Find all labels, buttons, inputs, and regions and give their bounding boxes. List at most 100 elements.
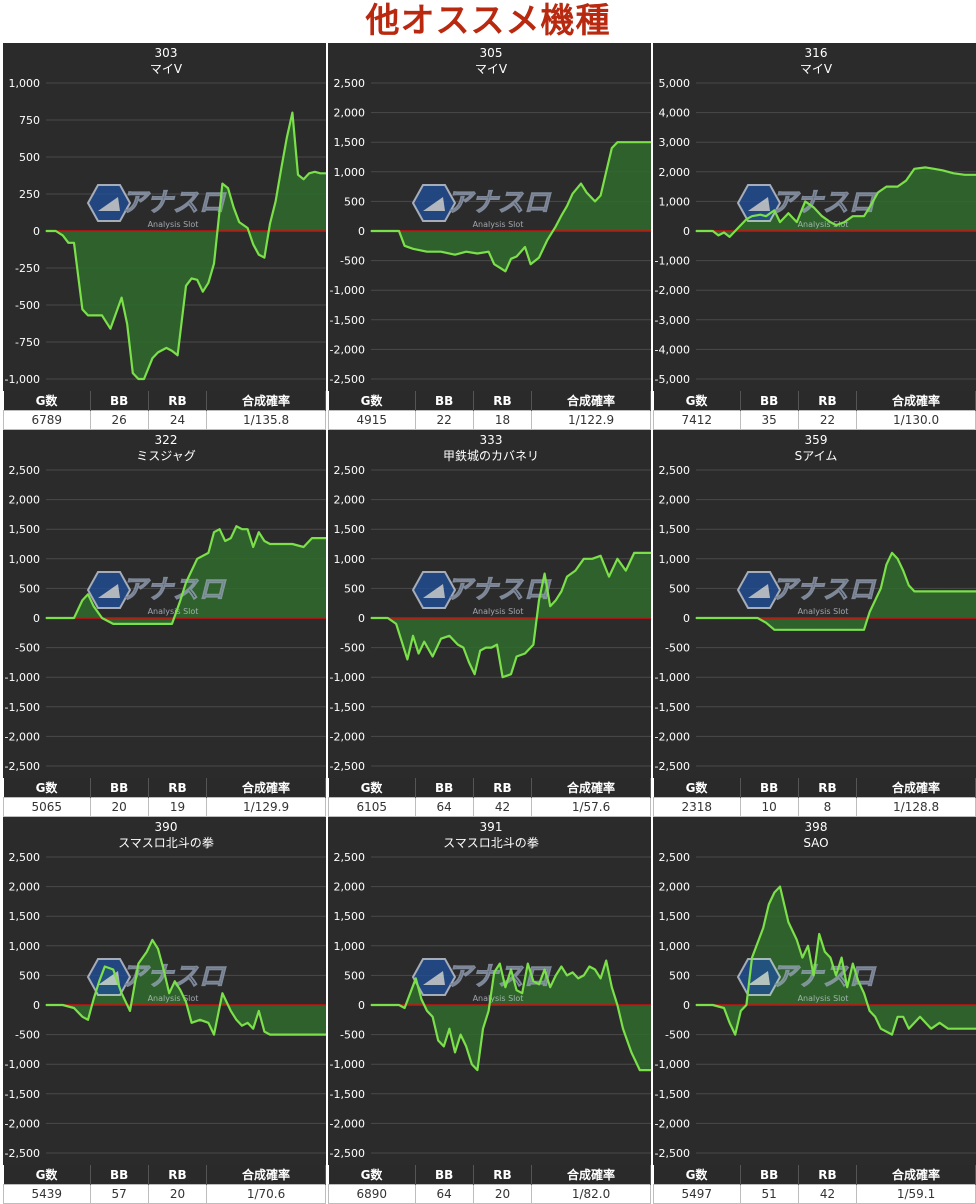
y-tick-label: 2,000 (9, 881, 41, 894)
data-point (151, 357, 153, 359)
stats-header-cell: G数 (653, 778, 741, 798)
stats-header-cell: RB (798, 1165, 858, 1185)
data-point (521, 992, 523, 994)
data-point (81, 1016, 83, 1018)
stats-bb-cell: 64 (414, 1184, 474, 1204)
y-tick-label: 1,500 (334, 910, 366, 923)
stats-bb-cell: 57 (89, 1184, 149, 1204)
data-point (843, 221, 845, 223)
data-point (908, 584, 910, 586)
machine-number: 322 (155, 433, 178, 447)
data-point (93, 314, 95, 316)
data-point (415, 977, 417, 979)
data-point (939, 1022, 941, 1024)
data-point (712, 1004, 714, 1006)
y-tick-label: -500 (340, 1029, 365, 1042)
data-point (955, 1028, 957, 1030)
y-tick-label: -2,000 (655, 1117, 690, 1130)
stats-bb-cell: 26 (89, 410, 149, 430)
stats-prob-cell: 1/128.8 (856, 797, 976, 817)
data-point (387, 1004, 389, 1006)
data-point (418, 652, 420, 655)
stats-games-cell: 7412 (653, 410, 741, 430)
data-point (426, 1010, 428, 1012)
data-point (370, 230, 372, 232)
data-point (600, 194, 602, 197)
stats-header-cell: BB (740, 1165, 799, 1185)
data-point (137, 963, 139, 965)
data-point (263, 257, 265, 259)
data-point (594, 200, 596, 202)
y-tick-label: 2,500 (334, 464, 366, 477)
data-point (885, 564, 887, 566)
y-tick-label: -2,500 (330, 760, 365, 773)
stats-prob-cell: 1/59.1 (856, 1184, 976, 1204)
data-point (241, 1025, 243, 1027)
y-tick-label: -1,000 (655, 255, 690, 268)
data-point (151, 939, 153, 941)
stats-bb-cell: 51 (739, 1184, 799, 1204)
data-point (560, 590, 562, 592)
stats-header-cell: G数 (3, 778, 91, 798)
logo-stripe (748, 197, 770, 211)
series-line (371, 959, 651, 1072)
data-point (499, 963, 501, 965)
data-point (238, 221, 240, 223)
data-point (207, 282, 209, 284)
stats-header-cell: BB (415, 391, 474, 411)
data-point (591, 558, 593, 560)
data-point (630, 1051, 632, 1053)
stats-table: G数 BB RB 合成確率 2318 10 8 1/128.8 (653, 778, 976, 817)
data-point (465, 251, 467, 253)
stats-table: G数 BB RB 合成確率 5439 57 20 1/70.6 (3, 1165, 326, 1204)
chart-svg: 303 マイV 1,000 750 500 250 0 -250 -500 -750 -1,000 ア… (3, 43, 326, 391)
stats-games-cell: 5439 (3, 1184, 91, 1204)
chart-svg: 359 Sアイム 2,500 2,000 1,500 1,000 500 0 -500 -1,00… (653, 430, 976, 778)
watermark-brand: アナスロ (446, 962, 551, 992)
data-point (947, 590, 949, 592)
data-point (933, 168, 935, 170)
y-tick-label: 500 (344, 195, 365, 208)
stats-value-row: 5497 51 42 1/59.1 (653, 1184, 976, 1204)
machine-number: 316 (805, 46, 828, 60)
stats-rb-cell: 20 (147, 1184, 208, 1204)
data-point (488, 251, 490, 253)
data-point (404, 245, 406, 247)
data-point (263, 540, 265, 542)
data-point (549, 986, 551, 988)
y-tick-label: 0 (683, 999, 690, 1012)
y-tick-label: -750 (15, 336, 40, 349)
data-point (913, 168, 915, 170)
data-point (530, 263, 532, 265)
stats-prob-cell: 1/135.8 (206, 410, 326, 430)
data-point (821, 215, 823, 217)
data-point (566, 205, 568, 207)
y-tick-label: 2,000 (334, 881, 366, 894)
data-point (504, 986, 506, 988)
y-tick-label: 2,500 (659, 464, 691, 477)
data-point (740, 1010, 742, 1012)
data-point (474, 673, 476, 675)
watermark-tagline: Analysis Slot (148, 220, 199, 229)
data-point (751, 215, 753, 217)
y-tick-label: -500 (665, 1029, 690, 1042)
machine-number: 333 (480, 433, 503, 447)
analysis-slot-logo-icon (411, 571, 457, 609)
data-point (874, 599, 876, 601)
chart-svg: 305 マイV 2,500 2,000 1,500 1,000 500 0 -500 -1,000… (328, 43, 651, 391)
watermark-brand: アナスロ (121, 188, 226, 218)
watermark-tagline: Analysis Slot (798, 607, 849, 616)
data-point (880, 1028, 882, 1030)
data-point (902, 1016, 904, 1018)
stats-bb-cell: 20 (89, 797, 149, 817)
data-point (286, 137, 288, 139)
data-point (804, 200, 806, 202)
data-point (73, 242, 75, 244)
stats-header-cell: RB (473, 778, 533, 798)
data-point (157, 351, 159, 353)
data-point (885, 186, 887, 188)
data-point (488, 1010, 490, 1012)
y-tick-label: 2,000 (659, 494, 691, 507)
stats-header-cell: 合成確率 (206, 1165, 326, 1185)
